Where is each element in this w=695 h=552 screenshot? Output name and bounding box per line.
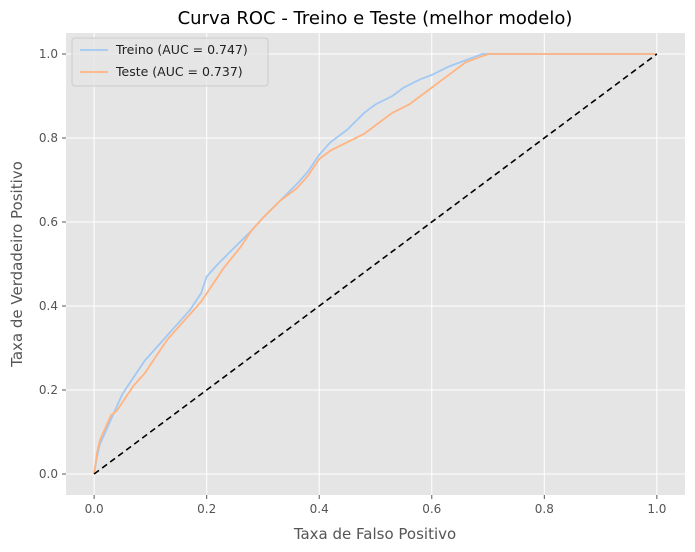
x-tick-label: 0.4 bbox=[310, 502, 329, 516]
series-lines bbox=[93, 53, 658, 475]
legend-label-teste: Teste (AUC = 0.737) bbox=[115, 64, 243, 79]
x-tick-label: 0.2 bbox=[197, 502, 216, 516]
x-tick-label: 0.6 bbox=[422, 502, 441, 516]
legend-box bbox=[71, 37, 269, 87]
x-tick-label: 0.0 bbox=[85, 502, 104, 516]
y-tick-label: 0.2 bbox=[39, 383, 58, 397]
legend: Treino (AUC = 0.747) Teste (AUC = 0.737) bbox=[71, 37, 269, 87]
grid bbox=[66, 33, 685, 495]
tick-labels: 0.0 0.2 0.4 0.6 0.8 1.0 0.0 0.2 0.4 0.6 0.8 1.0 bbox=[39, 47, 667, 516]
y-tick-label: 0.8 bbox=[39, 131, 58, 145]
x-axis-label: Taxa de Falso Positivo bbox=[293, 525, 456, 543]
y-tick-label: 0.0 bbox=[39, 467, 58, 481]
x-tick-label: 0.8 bbox=[535, 502, 554, 516]
y-tick-label: 0.4 bbox=[39, 299, 58, 313]
y-axis-label: Taxa de Verdadeiro Positivo bbox=[8, 161, 26, 368]
x-tick-label: 1.0 bbox=[647, 502, 666, 516]
chart-title: Curva ROC - Treino e Teste (melhor model… bbox=[178, 8, 573, 29]
diagonal-reference-line bbox=[93, 53, 658, 475]
y-tick-label: 0.6 bbox=[39, 215, 58, 229]
series-line-teste bbox=[93, 53, 657, 475]
legend-label-treino: Treino (AUC = 0.747) bbox=[115, 42, 248, 57]
y-tick-label: 1.0 bbox=[39, 47, 58, 61]
